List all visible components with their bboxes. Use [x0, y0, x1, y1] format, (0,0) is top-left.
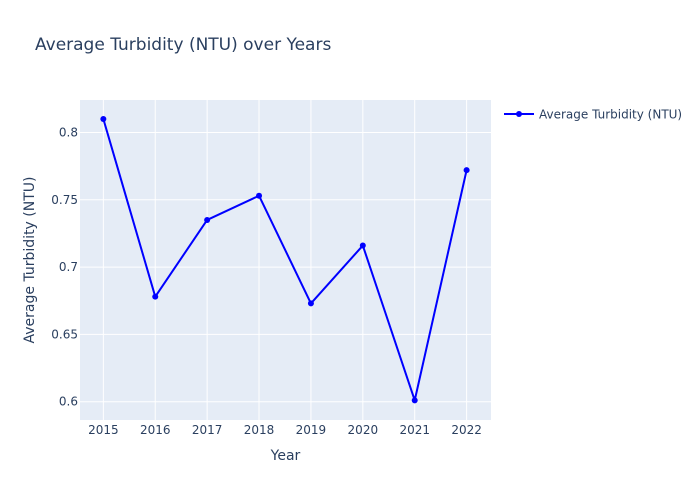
x-tick-label: 2017 — [192, 423, 223, 437]
y-tick-label: 0.7 — [59, 260, 78, 274]
data-point[interactable] — [204, 216, 211, 223]
y-axis-title: Average Turbidity (NTU) — [22, 177, 38, 344]
x-tick-label: 2019 — [296, 423, 327, 437]
x-axis-title: Year — [270, 448, 301, 464]
y-axis-ticks: 0.6 0.65 0.7 0.75 0.8 — [51, 125, 78, 408]
legend-marker-swatch — [516, 111, 522, 117]
legend[interactable]: Average Turbidity (NTU) — [504, 108, 682, 122]
x-axis-ticks: 2015 2016 2017 2018 2019 2020 2021 2022 — [88, 423, 482, 437]
series-layer — [100, 115, 470, 404]
y-tick-label: 0.6 — [59, 395, 78, 409]
x-tick-label: 2016 — [140, 423, 171, 437]
chart-title: Average Turbidity (NTU) over Years — [35, 35, 331, 55]
y-tick-label: 0.65 — [51, 327, 78, 341]
x-tick-label: 2020 — [348, 423, 379, 437]
x-tick-label: 2018 — [244, 423, 275, 437]
gridlines — [80, 100, 491, 420]
data-point[interactable] — [411, 397, 418, 404]
data-point[interactable] — [100, 115, 107, 122]
y-tick-label: 0.8 — [59, 125, 78, 139]
data-point[interactable] — [359, 242, 366, 249]
x-tick-label: 2021 — [399, 423, 430, 437]
series-line — [102, 118, 468, 402]
y-tick-label: 0.75 — [51, 193, 78, 207]
plot-area — [80, 100, 491, 420]
data-point[interactable] — [463, 167, 470, 174]
x-tick-label: 2015 — [88, 423, 119, 437]
data-point[interactable] — [307, 300, 314, 307]
x-tick-label: 2022 — [451, 423, 482, 437]
data-point[interactable] — [152, 293, 159, 300]
data-point[interactable] — [256, 192, 263, 199]
legend-label: Average Turbidity (NTU) — [539, 108, 682, 122]
